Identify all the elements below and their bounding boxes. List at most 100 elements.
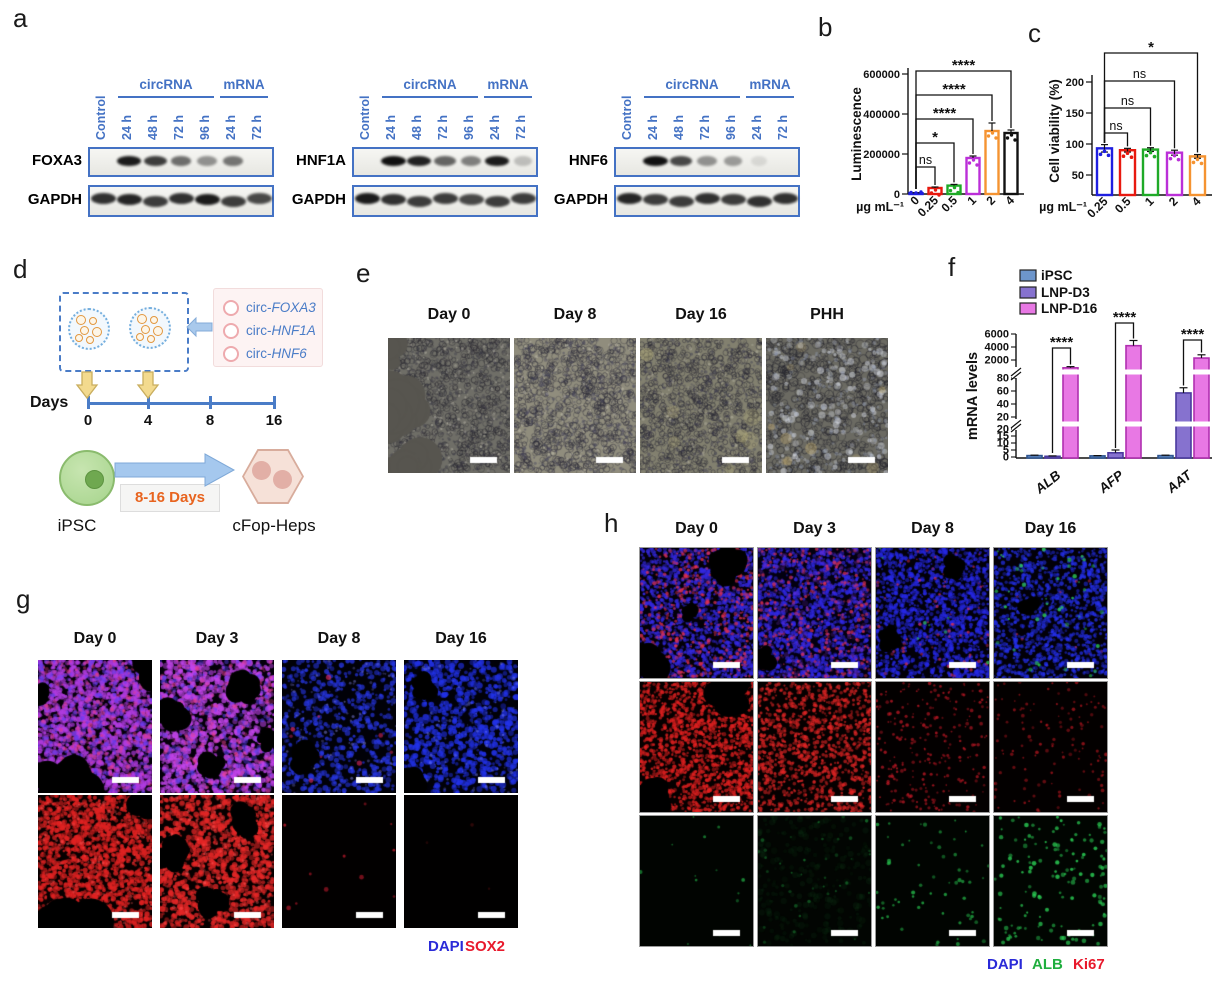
blot-image-loading xyxy=(88,185,274,217)
micrograph-e-2 xyxy=(640,338,762,473)
svg-text:ns: ns xyxy=(1133,67,1146,81)
blot-image-loading xyxy=(614,185,800,217)
panel-letter-g: g xyxy=(16,584,31,614)
lane-label: Control xyxy=(620,95,634,140)
panel-h-title-day16: Day 16 xyxy=(1024,520,1077,537)
panel-e-title-day16: Day 16 xyxy=(675,306,727,323)
svg-text:20: 20 xyxy=(997,424,1009,436)
svg-text:Cell viability (%): Cell viability (%) xyxy=(1047,79,1062,183)
svg-text:****: **** xyxy=(1050,334,1074,351)
micrograph-g-r1-c2 xyxy=(282,795,396,928)
protein-band xyxy=(697,156,717,166)
protein-band xyxy=(484,156,510,166)
protein-band xyxy=(434,156,456,166)
group-header: mRNA xyxy=(223,77,265,92)
protein-band xyxy=(168,192,194,204)
panel-letter-d: d xyxy=(13,254,28,284)
blot-image-target xyxy=(614,147,800,177)
svg-text:200000: 200000 xyxy=(863,149,900,161)
svg-text:2000: 2000 xyxy=(985,355,1009,367)
stain-label-alb: ALB xyxy=(1032,956,1063,973)
svg-text:6000: 6000 xyxy=(985,329,1009,341)
group-header: circRNA xyxy=(403,77,457,92)
svg-text:0.25: 0.25 xyxy=(1084,194,1111,221)
protein-band xyxy=(723,156,743,166)
micrograph-h-r1-c0 xyxy=(639,681,754,813)
protein-band xyxy=(406,156,432,166)
svg-text:****: **** xyxy=(933,105,957,122)
panel-e-title-day8: Day 8 xyxy=(553,306,597,323)
protein-band xyxy=(642,156,668,166)
timeline-tick xyxy=(87,396,90,409)
svg-text:****: **** xyxy=(1113,309,1137,326)
svg-text:ns: ns xyxy=(1109,119,1122,133)
protein-band xyxy=(116,156,142,166)
protein-band xyxy=(458,194,484,205)
protein-band xyxy=(246,192,272,204)
protein-band xyxy=(642,194,668,205)
svg-text:LNP-D3: LNP-D3 xyxy=(1041,285,1090,300)
blot-loading-label: GAPDH xyxy=(553,191,608,208)
hepatocyte-nucleus-icon xyxy=(273,470,292,489)
protein-band xyxy=(143,156,167,166)
cfop-heps-label: cFop-Heps xyxy=(232,516,316,535)
svg-text:5: 5 xyxy=(1003,445,1009,457)
micrograph-h-r1-c2 xyxy=(875,681,990,813)
panel-g-title-day8: Day 8 xyxy=(317,630,361,647)
legend-item-circ-hnf6: circ-HNF6 xyxy=(223,342,322,365)
timeline-tick-label: 4 xyxy=(143,412,153,429)
svg-text:0.5: 0.5 xyxy=(938,193,960,215)
svg-text:µg mL⁻¹: µg mL⁻¹ xyxy=(1039,200,1087,214)
micrograph-h-r0-c2 xyxy=(875,547,990,679)
lane-label: Control xyxy=(94,95,108,140)
stain-label-dapi: DAPI xyxy=(987,956,1023,973)
stain-label-ki67: Ki67 xyxy=(1073,956,1105,973)
svg-text:Luminescence: Luminescence xyxy=(849,87,864,181)
micrograph-h-r1-c3 xyxy=(993,681,1108,813)
group-header: mRNA xyxy=(749,77,791,92)
timeline-days-label: Days xyxy=(30,394,69,411)
svg-text:4: 4 xyxy=(1002,193,1017,208)
panel-g-title-day16: Day 16 xyxy=(435,630,487,647)
micrograph-g-r0-c3 xyxy=(404,660,518,793)
protein-band xyxy=(772,192,798,204)
svg-text:****: **** xyxy=(942,81,966,98)
blot-image-target xyxy=(88,147,274,177)
panel-letter-a: a xyxy=(13,3,28,33)
blot-image-target xyxy=(352,147,538,177)
micrograph-h-r2-c1 xyxy=(757,815,872,947)
timeline-tick xyxy=(273,396,276,409)
circrna-icon xyxy=(223,299,239,316)
panel-h-title-day3: Day 3 xyxy=(793,520,836,537)
protein-band xyxy=(746,195,772,207)
group-underline xyxy=(382,96,478,98)
protein-band xyxy=(380,194,406,205)
micrograph-h-r2-c3 xyxy=(993,815,1108,947)
micrograph-g-r0-c0 xyxy=(38,660,152,793)
panel-g-title-day3: Day 3 xyxy=(195,630,239,647)
protein-band xyxy=(380,156,406,166)
micrograph-h-r0-c0 xyxy=(639,547,754,679)
protein-band xyxy=(616,192,642,204)
panel-e-title-day0: Day 0 xyxy=(427,306,471,323)
svg-text:10: 10 xyxy=(997,438,1009,450)
protein-band xyxy=(432,192,458,204)
lane-label: Control xyxy=(358,95,372,140)
svg-text:15: 15 xyxy=(997,431,1009,443)
protein-band xyxy=(668,195,694,207)
group-header: circRNA xyxy=(139,77,193,92)
protein-band xyxy=(90,192,116,204)
svg-text:ns: ns xyxy=(1121,94,1134,108)
protein-band xyxy=(669,156,693,166)
stain-label-dapi: DAPI xyxy=(428,938,464,955)
timeline-tick xyxy=(209,396,212,409)
protein-band xyxy=(222,156,244,166)
svg-text:4: 4 xyxy=(1189,194,1204,209)
circrna-icon xyxy=(223,322,239,339)
svg-text:50: 50 xyxy=(1072,170,1084,182)
group-underline xyxy=(746,96,794,98)
svg-text:60: 60 xyxy=(997,386,1009,398)
lnp-particle-icon xyxy=(68,308,110,350)
micrograph-g-r1-c1 xyxy=(160,795,274,928)
